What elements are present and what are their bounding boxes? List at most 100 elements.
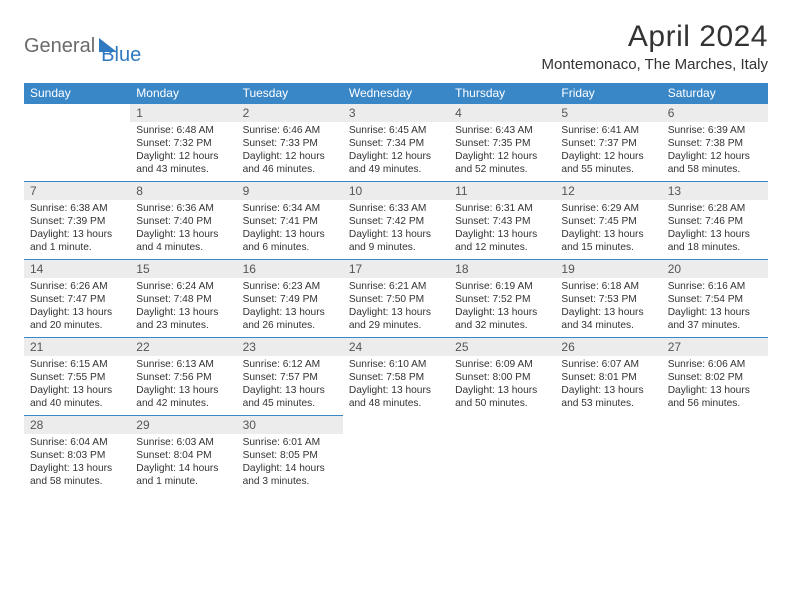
day-details: Sunrise: 6:10 AMSunset: 7:58 PMDaylight:… [343,356,449,414]
sunrise-text: Sunrise: 6:33 AM [349,202,443,215]
day-number: 3 [343,103,449,122]
day-details: Sunrise: 6:09 AMSunset: 8:00 PMDaylight:… [449,356,555,414]
day-details: Sunrise: 6:33 AMSunset: 7:42 PMDaylight:… [343,200,449,258]
day-details: Sunrise: 6:39 AMSunset: 7:38 PMDaylight:… [662,122,768,180]
day-details: Sunrise: 6:31 AMSunset: 7:43 PMDaylight:… [449,200,555,258]
day-number: 9 [237,181,343,200]
daylight-text: Daylight: 13 hours and 1 minute. [30,228,124,254]
sunset-text: Sunset: 7:48 PM [136,293,230,306]
sunset-text: Sunset: 7:33 PM [243,137,337,150]
calendar-cell: 16Sunrise: 6:23 AMSunset: 7:49 PMDayligh… [237,259,343,337]
day-number: 30 [237,415,343,434]
calendar-grid: SundayMondayTuesdayWednesdayThursdayFrid… [24,83,768,493]
week-row: 14Sunrise: 6:26 AMSunset: 7:47 PMDayligh… [24,259,768,337]
calendar-cell [343,415,449,493]
calendar-cell: 24Sunrise: 6:10 AMSunset: 7:58 PMDayligh… [343,337,449,415]
location-text: Montemonaco, The Marches, Italy [542,56,769,73]
daylight-text: Daylight: 13 hours and 29 minutes. [349,306,443,332]
calendar-cell: 2Sunrise: 6:46 AMSunset: 7:33 PMDaylight… [237,103,343,181]
sunrise-text: Sunrise: 6:36 AM [136,202,230,215]
day-number: 5 [555,103,661,122]
sunrise-text: Sunrise: 6:10 AM [349,358,443,371]
logo: General Blue [24,20,141,67]
daylight-text: Daylight: 12 hours and 49 minutes. [349,150,443,176]
sunset-text: Sunset: 7:56 PM [136,371,230,384]
sunset-text: Sunset: 8:02 PM [668,371,762,384]
daylight-text: Daylight: 12 hours and 52 minutes. [455,150,549,176]
day-number-empty [555,415,661,433]
day-details: Sunrise: 6:01 AMSunset: 8:05 PMDaylight:… [237,434,343,492]
day-number: 7 [24,181,130,200]
day-details: Sunrise: 6:23 AMSunset: 7:49 PMDaylight:… [237,278,343,336]
day-number: 27 [662,337,768,356]
daylight-text: Daylight: 13 hours and 23 minutes. [136,306,230,332]
sunset-text: Sunset: 7:32 PM [136,137,230,150]
day-number: 1 [130,103,236,122]
day-details: Sunrise: 6:12 AMSunset: 7:57 PMDaylight:… [237,356,343,414]
calendar-cell: 20Sunrise: 6:16 AMSunset: 7:54 PMDayligh… [662,259,768,337]
calendar-cell: 3Sunrise: 6:45 AMSunset: 7:34 PMDaylight… [343,103,449,181]
calendar-cell: 6Sunrise: 6:39 AMSunset: 7:38 PMDaylight… [662,103,768,181]
day-number: 22 [130,337,236,356]
sunset-text: Sunset: 7:50 PM [349,293,443,306]
calendar-cell: 28Sunrise: 6:04 AMSunset: 8:03 PMDayligh… [24,415,130,493]
daylight-text: Daylight: 13 hours and 26 minutes. [243,306,337,332]
calendar-cell: 19Sunrise: 6:18 AMSunset: 7:53 PMDayligh… [555,259,661,337]
sunset-text: Sunset: 7:40 PM [136,215,230,228]
calendar-cell: 23Sunrise: 6:12 AMSunset: 7:57 PMDayligh… [237,337,343,415]
sunset-text: Sunset: 7:55 PM [30,371,124,384]
day-header-wednesday: Wednesday [343,83,449,103]
day-details: Sunrise: 6:19 AMSunset: 7:52 PMDaylight:… [449,278,555,336]
daylight-text: Daylight: 13 hours and 32 minutes. [455,306,549,332]
day-number: 23 [237,337,343,356]
month-title: April 2024 [542,20,769,54]
sunset-text: Sunset: 8:05 PM [243,449,337,462]
sunrise-text: Sunrise: 6:15 AM [30,358,124,371]
day-details: Sunrise: 6:28 AMSunset: 7:46 PMDaylight:… [662,200,768,258]
daylight-text: Daylight: 13 hours and 53 minutes. [561,384,655,410]
daylight-text: Daylight: 14 hours and 3 minutes. [243,462,337,488]
calendar-cell [662,415,768,493]
day-headers-row: SundayMondayTuesdayWednesdayThursdayFrid… [24,83,768,103]
day-details: Sunrise: 6:26 AMSunset: 7:47 PMDaylight:… [24,278,130,336]
day-details: Sunrise: 6:38 AMSunset: 7:39 PMDaylight:… [24,200,130,258]
day-header-thursday: Thursday [449,83,555,103]
sunrise-text: Sunrise: 6:41 AM [561,124,655,137]
day-details: Sunrise: 6:41 AMSunset: 7:37 PMDaylight:… [555,122,661,180]
day-details: Sunrise: 6:07 AMSunset: 8:01 PMDaylight:… [555,356,661,414]
sunset-text: Sunset: 8:01 PM [561,371,655,384]
sunrise-text: Sunrise: 6:13 AM [136,358,230,371]
calendar-cell: 4Sunrise: 6:43 AMSunset: 7:35 PMDaylight… [449,103,555,181]
day-number: 10 [343,181,449,200]
calendar-cell: 13Sunrise: 6:28 AMSunset: 7:46 PMDayligh… [662,181,768,259]
day-header-sunday: Sunday [24,83,130,103]
calendar-cell: 26Sunrise: 6:07 AMSunset: 8:01 PMDayligh… [555,337,661,415]
calendar-cell: 8Sunrise: 6:36 AMSunset: 7:40 PMDaylight… [130,181,236,259]
calendar-cell: 18Sunrise: 6:19 AMSunset: 7:52 PMDayligh… [449,259,555,337]
daylight-text: Daylight: 14 hours and 1 minute. [136,462,230,488]
daylight-text: Daylight: 13 hours and 4 minutes. [136,228,230,254]
day-details: Sunrise: 6:45 AMSunset: 7:34 PMDaylight:… [343,122,449,180]
logo-text-general: General [24,35,95,58]
sunset-text: Sunset: 7:49 PM [243,293,337,306]
sunset-text: Sunset: 7:35 PM [455,137,549,150]
calendar-cell: 9Sunrise: 6:34 AMSunset: 7:41 PMDaylight… [237,181,343,259]
sunset-text: Sunset: 7:47 PM [30,293,124,306]
calendar-cell [555,415,661,493]
sunset-text: Sunset: 7:37 PM [561,137,655,150]
calendar-cell: 21Sunrise: 6:15 AMSunset: 7:55 PMDayligh… [24,337,130,415]
sunrise-text: Sunrise: 6:31 AM [455,202,549,215]
page-header: General Blue April 2024 Montemonaco, The… [24,20,768,73]
calendar-cell: 22Sunrise: 6:13 AMSunset: 7:56 PMDayligh… [130,337,236,415]
calendar-cell: 17Sunrise: 6:21 AMSunset: 7:50 PMDayligh… [343,259,449,337]
day-details: Sunrise: 6:13 AMSunset: 7:56 PMDaylight:… [130,356,236,414]
sunset-text: Sunset: 7:41 PM [243,215,337,228]
day-number: 16 [237,259,343,278]
day-number: 28 [24,415,130,434]
daylight-text: Daylight: 13 hours and 50 minutes. [455,384,549,410]
sunrise-text: Sunrise: 6:39 AM [668,124,762,137]
week-row: 1Sunrise: 6:48 AMSunset: 7:32 PMDaylight… [24,103,768,181]
daylight-text: Daylight: 13 hours and 58 minutes. [30,462,124,488]
sunrise-text: Sunrise: 6:01 AM [243,436,337,449]
day-details: Sunrise: 6:03 AMSunset: 8:04 PMDaylight:… [130,434,236,492]
